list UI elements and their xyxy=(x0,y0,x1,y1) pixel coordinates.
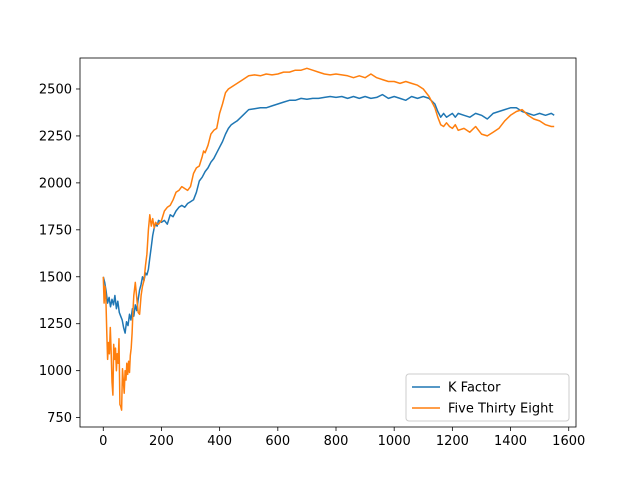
x-tick-label: 1400 xyxy=(494,434,527,449)
axes-frame xyxy=(79,57,577,428)
x-tick-label: 200 xyxy=(149,434,174,449)
legend-label-2: Five Thirty Eight xyxy=(448,402,553,417)
axes: 0 200 400 600 800 1000 1200 1400 1600 750 1000 1250… xyxy=(39,57,585,449)
y-tick-label: 1000 xyxy=(39,364,72,379)
y-tick-label: 2500 xyxy=(39,82,72,97)
legend-box xyxy=(405,373,570,422)
legend: K Factor Five Thirty Eight xyxy=(405,373,570,422)
x-tick-label: 1000 xyxy=(378,434,411,449)
x-tick-label: 1200 xyxy=(436,434,469,449)
y-tick-label: 1750 xyxy=(39,223,72,238)
legend-label-1: K Factor xyxy=(448,381,501,396)
x-tick-label: 400 xyxy=(207,434,232,449)
series-line-2 xyxy=(102,67,555,411)
plot-area xyxy=(102,67,555,411)
y-tick-label: 1250 xyxy=(39,317,72,332)
y-tick-label: 750 xyxy=(47,411,72,426)
x-tick-label: 0 xyxy=(99,434,107,449)
x-tick-label: 800 xyxy=(324,434,349,449)
x-tick-label: 1600 xyxy=(552,434,585,449)
y-tick-label: 2000 xyxy=(39,176,72,191)
x-tick-label: 600 xyxy=(265,434,290,449)
y-tick-label: 1500 xyxy=(39,270,72,285)
y-tick-label: 2250 xyxy=(39,129,72,144)
